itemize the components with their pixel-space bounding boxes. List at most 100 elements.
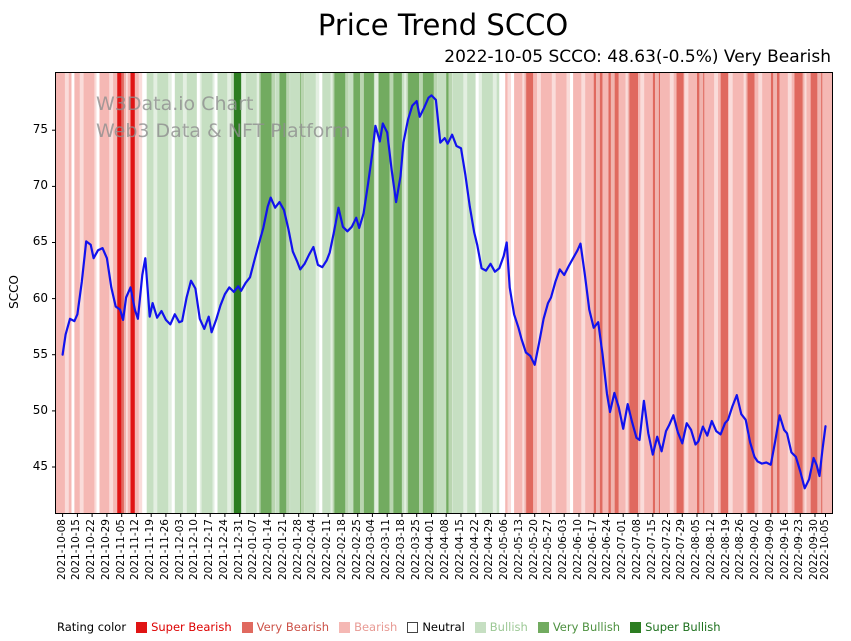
rating-band-bullish	[322, 73, 333, 513]
rating-band-bearish	[99, 73, 118, 513]
x-tick-label: 2021-11-26	[158, 519, 171, 581]
weekend-stripe	[345, 73, 350, 513]
price-line	[61, 94, 827, 490]
rating-band-neutral	[142, 73, 147, 513]
x-tick-label: 2021-10-15	[70, 519, 83, 581]
legend-label: Very Bearish	[256, 620, 330, 634]
weekend-stripe	[360, 73, 364, 513]
chart-title: Price Trend SCCO	[317, 8, 569, 42]
rating-band-bearish	[618, 73, 628, 513]
rating-band-very_bullish	[332, 73, 349, 513]
weekend-stripe	[596, 73, 600, 513]
weekend-stripe	[699, 73, 704, 513]
weekend-stripe	[271, 73, 276, 513]
x-tick-label: 2021-12-17	[203, 519, 216, 581]
rating-band-bullish	[275, 73, 280, 513]
rating-band-neutral	[71, 73, 75, 513]
x-tick-label: 2022-04-08	[439, 519, 452, 581]
x-tick-label: 2022-05-13	[512, 519, 525, 581]
x-tick-label: 2021-12-31	[232, 519, 245, 581]
x-tick-label: 2022-09-23	[793, 519, 806, 581]
x-tick-label: 2021-12-10	[188, 519, 201, 581]
y-tick-label: 50	[32, 402, 48, 417]
x-tick-label: 2022-03-04	[365, 519, 378, 581]
x-tick-label: 2022-06-10	[571, 519, 584, 581]
rating-band-very_bullish	[279, 73, 290, 513]
legend-item-bearish: Bearish	[339, 620, 397, 634]
x-tick-label: 2022-03-11	[380, 519, 393, 581]
weekend-stripe	[640, 73, 645, 513]
rating-band-very_bearish	[627, 73, 638, 513]
legend-label: Very Bullish	[552, 620, 621, 634]
x-tick-label: 2021-10-29	[99, 519, 112, 581]
x-tick-label: 2022-09-02	[749, 519, 762, 581]
rating-band-very_bearish	[524, 73, 534, 513]
rating-band-very_bearish	[794, 73, 805, 513]
weekend-stripe	[433, 73, 438, 513]
rating-band-bullish	[348, 73, 354, 513]
rating-band-very_bearish	[745, 73, 755, 513]
legend-item-neutral: Neutral	[407, 620, 465, 634]
rating-band-bullish	[199, 73, 215, 513]
x-tick-label: 2021-11-12	[129, 519, 142, 581]
y-tick-label: 70	[32, 178, 48, 193]
rating-band-very_bearish	[121, 73, 127, 513]
y-tick-label: 75	[32, 122, 48, 137]
weekend-stripe	[551, 73, 556, 513]
weekend-stripe	[743, 73, 748, 513]
price-trend-plot	[52, 73, 832, 517]
weekend-stripe	[802, 73, 807, 513]
x-tick-label: 2022-01-21	[276, 519, 289, 581]
rating-band-bearish	[779, 73, 795, 513]
rating-band-bearish	[754, 73, 771, 513]
rating-band-bullish	[437, 73, 447, 513]
weekend-stripe	[168, 73, 173, 513]
x-tick-label: 2022-01-07	[247, 519, 260, 581]
super_bullish-swatch-icon	[630, 621, 642, 633]
x-tick-label: 2021-10-22	[85, 519, 98, 581]
legend-label: Bearish	[354, 620, 398, 634]
rating-band-super_bullish	[233, 73, 242, 513]
x-tick-label: 2022-02-04	[306, 519, 319, 581]
legend-label: Bullish	[489, 620, 528, 634]
x-tick-label: 2022-05-06	[498, 519, 511, 581]
x-tick-label: 2022-08-05	[690, 519, 702, 581]
weekend-stripe	[787, 73, 792, 513]
rating-band-very_bullish	[258, 73, 276, 513]
rating-band-bearish	[56, 73, 72, 513]
x-tick-label: 2022-07-01	[616, 519, 629, 581]
weekend-stripe	[507, 73, 512, 513]
x-tick-label: 2022-09-16	[778, 519, 791, 581]
x-tick-label: 2022-02-11	[321, 519, 334, 581]
legend-item-very_bearish: Very Bearish	[241, 620, 330, 634]
x-tick-label: 2022-09-09	[763, 519, 776, 581]
rating-band-bearish	[704, 73, 721, 513]
plot-area: W3Data.io Chart Web3 Data & NFT Platform	[52, 72, 833, 517]
x-tick-label: 2022-04-01	[424, 519, 437, 581]
y-tick-label: 55	[32, 346, 48, 361]
weekend-stripe	[227, 73, 232, 513]
rating-band-bearish	[134, 73, 143, 513]
weekend-stripe	[256, 73, 261, 513]
weekend-stripe	[109, 73, 114, 513]
x-tick-label: 2022-01-28	[291, 519, 304, 581]
x-tick-label: 2022-08-26	[734, 519, 747, 581]
x-tick-label: 2022-07-29	[675, 519, 688, 581]
weekend-stripe	[728, 73, 733, 513]
weekend-stripe	[463, 73, 468, 513]
legend-item-very_bullish: Very Bullish	[537, 620, 621, 634]
weekend-stripe	[669, 73, 674, 513]
weekend-stripe	[610, 73, 615, 513]
x-tick-label: 2022-07-15	[645, 519, 658, 581]
rating-band-super_bearish	[117, 73, 122, 513]
x-tick-label: 2022-04-22	[468, 519, 481, 581]
rating-band-bearish	[602, 73, 609, 513]
weekend-stripe	[286, 73, 291, 513]
weekend-stripe	[374, 73, 379, 513]
legend-item-bullish: Bullish	[474, 620, 528, 634]
rating-band-bullish	[289, 73, 301, 513]
weekend-stripe	[94, 73, 99, 513]
x-tick-label: 2022-04-29	[483, 519, 496, 581]
rating-band-very_bearish	[810, 73, 823, 513]
rating-band-neutral	[570, 73, 574, 513]
